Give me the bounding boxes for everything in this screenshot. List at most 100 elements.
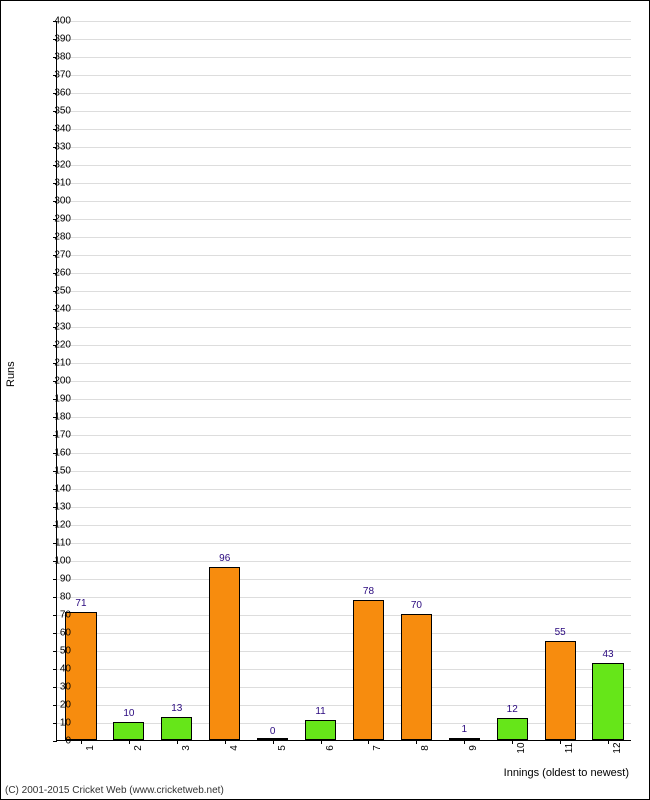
- x-tick-label: 3: [181, 745, 192, 751]
- x-tick-mark: [512, 740, 513, 744]
- gridline: [57, 363, 631, 364]
- y-tick-label: 280: [41, 232, 71, 243]
- x-tick-mark: [177, 740, 178, 744]
- gridline: [57, 543, 631, 544]
- y-tick-label: 70: [41, 610, 71, 621]
- y-tick-label: 40: [41, 664, 71, 675]
- y-tick-label: 300: [41, 196, 71, 207]
- x-tick-mark: [560, 740, 561, 744]
- y-tick-label: 330: [41, 142, 71, 153]
- y-tick-label: 110: [41, 538, 71, 549]
- bar: [209, 567, 240, 740]
- x-tick-label: 4: [229, 745, 240, 751]
- gridline: [57, 399, 631, 400]
- x-tick-mark: [81, 740, 82, 744]
- gridline: [57, 453, 631, 454]
- bar-value-label: 78: [363, 586, 374, 597]
- y-tick-label: 50: [41, 646, 71, 657]
- y-tick-label: 10: [41, 718, 71, 729]
- y-tick-label: 250: [41, 286, 71, 297]
- y-tick-label: 320: [41, 160, 71, 171]
- gridline: [57, 21, 631, 22]
- y-tick-label: 160: [41, 448, 71, 459]
- x-tick-label: 2: [133, 745, 144, 751]
- y-tick-label: 170: [41, 430, 71, 441]
- gridline: [57, 147, 631, 148]
- y-tick-label: 260: [41, 268, 71, 279]
- y-tick-label: 360: [41, 88, 71, 99]
- gridline: [57, 183, 631, 184]
- gridline: [57, 561, 631, 562]
- y-tick-label: 290: [41, 214, 71, 225]
- gridline: [57, 615, 631, 616]
- gridline: [57, 633, 631, 634]
- bar-value-label: 96: [219, 553, 230, 564]
- y-tick-label: 80: [41, 592, 71, 603]
- gridline: [57, 309, 631, 310]
- y-tick-label: 310: [41, 178, 71, 189]
- gridline: [57, 597, 631, 598]
- x-axis-title: Innings (oldest to newest): [504, 767, 629, 779]
- y-tick-label: 380: [41, 52, 71, 63]
- y-tick-label: 400: [41, 16, 71, 27]
- y-tick-label: 270: [41, 250, 71, 261]
- y-tick-label: 60: [41, 628, 71, 639]
- y-tick-label: 200: [41, 376, 71, 387]
- bar: [545, 641, 576, 740]
- x-tick-label: 11: [564, 743, 575, 753]
- bar: [161, 717, 192, 740]
- gridline: [57, 237, 631, 238]
- x-tick-label: 1: [85, 745, 96, 751]
- y-tick-label: 390: [41, 34, 71, 45]
- gridline: [57, 219, 631, 220]
- x-tick-mark: [273, 740, 274, 744]
- y-tick-label: 370: [41, 70, 71, 81]
- gridline: [57, 471, 631, 472]
- gridline: [57, 381, 631, 382]
- y-tick-label: 20: [41, 700, 71, 711]
- bar: [497, 718, 528, 740]
- bar-value-label: 11: [315, 706, 325, 717]
- bar: [113, 722, 144, 740]
- y-tick-label: 210: [41, 358, 71, 369]
- x-tick-label: 8: [420, 745, 431, 751]
- y-tick-label: 0: [41, 736, 71, 747]
- bar-value-label: 0: [270, 726, 276, 737]
- y-tick-label: 220: [41, 340, 71, 351]
- x-tick-mark: [225, 740, 226, 744]
- y-tick-label: 190: [41, 394, 71, 405]
- gridline: [57, 39, 631, 40]
- x-tick-label: 5: [277, 745, 288, 751]
- x-tick-label: 10: [516, 742, 527, 753]
- bar-value-label: 13: [171, 703, 182, 714]
- gridline: [57, 417, 631, 418]
- bar-value-label: 1: [462, 724, 468, 735]
- gridline: [57, 327, 631, 328]
- x-tick-label: 7: [372, 745, 383, 751]
- gridline: [57, 57, 631, 58]
- chart-container: 7111021339640511678770819121055114312 Ru…: [0, 0, 650, 800]
- gridline: [57, 489, 631, 490]
- gridline: [57, 93, 631, 94]
- y-tick-label: 140: [41, 484, 71, 495]
- x-tick-label: 6: [325, 745, 336, 751]
- y-axis-title: Runs: [5, 361, 17, 387]
- bar-value-label: 70: [411, 600, 422, 611]
- gridline: [57, 525, 631, 526]
- x-tick-label: 12: [612, 742, 623, 753]
- x-tick-mark: [464, 740, 465, 744]
- gridline: [57, 291, 631, 292]
- y-tick-label: 130: [41, 502, 71, 513]
- x-tick-mark: [129, 740, 130, 744]
- bar-value-label: 55: [555, 627, 566, 638]
- y-tick-label: 340: [41, 124, 71, 135]
- y-tick-label: 350: [41, 106, 71, 117]
- y-tick-label: 230: [41, 322, 71, 333]
- bar: [592, 663, 623, 740]
- y-tick-label: 100: [41, 556, 71, 567]
- bar-value-label: 43: [602, 649, 613, 660]
- gridline: [57, 165, 631, 166]
- x-tick-label: 9: [468, 745, 479, 751]
- y-tick-label: 30: [41, 682, 71, 693]
- bar: [353, 600, 384, 740]
